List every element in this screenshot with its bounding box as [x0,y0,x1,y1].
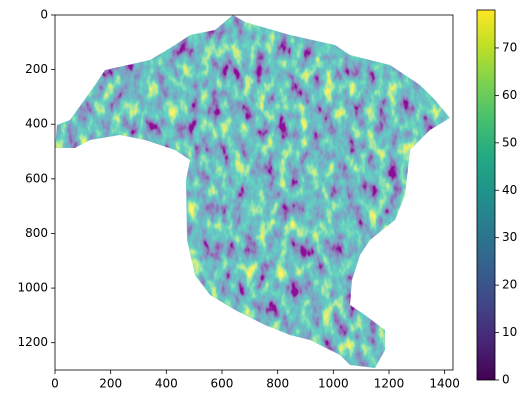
y-tick-label: 0 [40,8,48,22]
colorbar-tick-label: 50 [502,135,517,149]
y-tick-label: 800 [25,226,48,240]
x-tick-label: 200 [99,377,122,391]
x-tick-label: 1000 [318,377,349,391]
colorbar-tick-label: 0 [502,373,510,387]
colorbar-tick-label: 10 [502,325,517,339]
y-tick-label: 400 [25,117,48,131]
y-tick-label: 200 [25,62,48,76]
colorbar-tick-label: 40 [502,183,517,197]
colorbar [476,9,496,381]
x-tick-label: 600 [211,377,234,391]
colorbar-tick-label: 60 [502,88,517,102]
axes-frame [54,14,454,371]
y-tick-label: 600 [25,171,48,185]
colorbar-tick-label: 70 [502,40,517,54]
x-tick-label: 400 [155,377,178,391]
x-tick-label: 1200 [374,377,405,391]
y-tick-label: 1200 [17,335,48,349]
x-tick-label: 800 [266,377,289,391]
x-tick-label: 1400 [429,377,460,391]
raster-image [55,15,450,368]
y-tick-label: 1000 [17,281,48,295]
colorbar-tick-label: 30 [502,230,517,244]
x-tick-label: 0 [51,377,59,391]
raster-texture [55,15,450,368]
colorbar-tick-label: 20 [502,278,517,292]
